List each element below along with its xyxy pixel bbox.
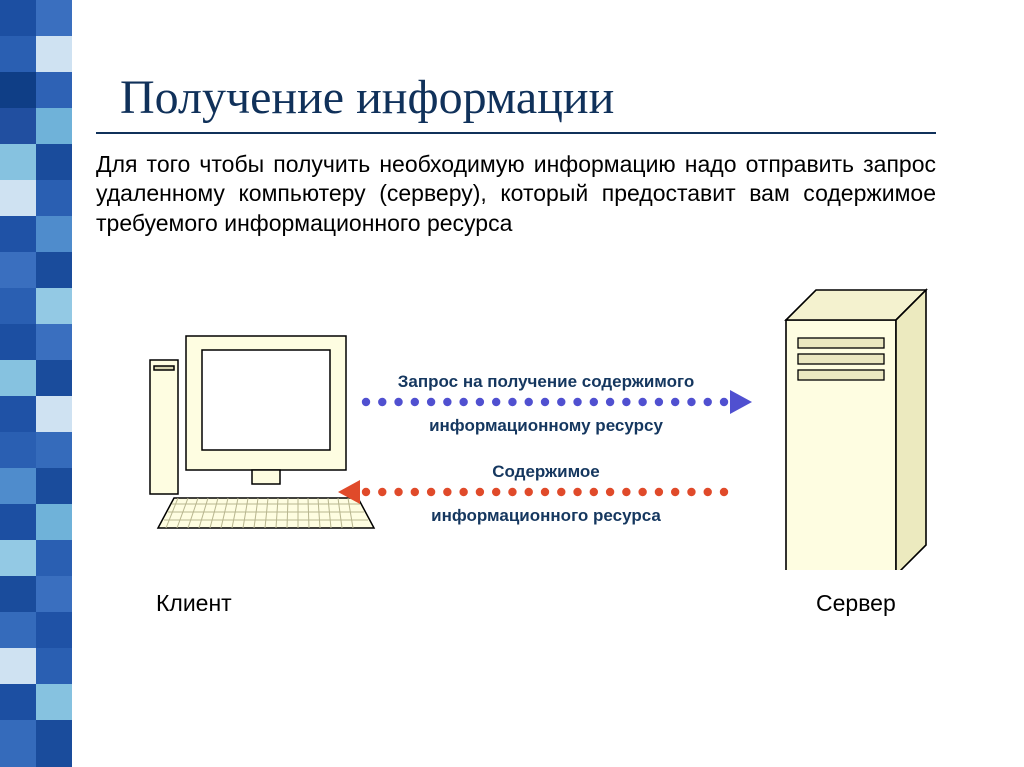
server-label: Сервер	[816, 590, 896, 617]
client-server-diagram: Запрос на получение содержимого информац…	[96, 300, 956, 630]
client-label: Клиент	[156, 590, 232, 617]
request-label-bottom: информационному ресурсу	[356, 416, 736, 436]
slide: { "title": { "text": "Получение информац…	[0, 0, 1024, 767]
slide-body-text: Для того чтобы получить необходимую инфо…	[96, 150, 936, 238]
slide-title: Получение информации	[120, 70, 614, 125]
title-underline	[96, 132, 936, 134]
left-decor-strip	[0, 0, 72, 767]
response-label-bottom: информационного ресурса	[356, 506, 736, 526]
request-label-top: Запрос на получение содержимого	[356, 372, 736, 392]
response-label-top: Содержимое	[356, 462, 736, 482]
